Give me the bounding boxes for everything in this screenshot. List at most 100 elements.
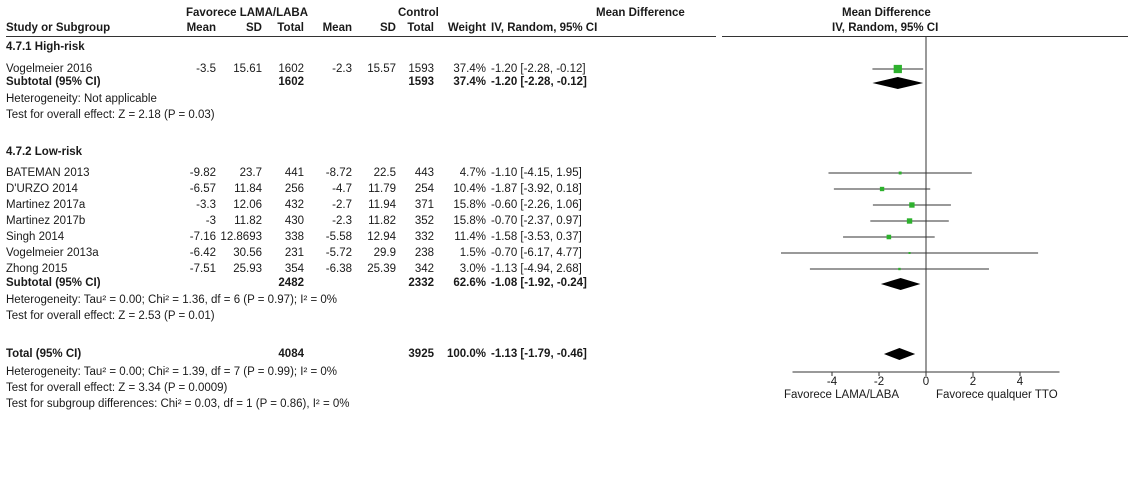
- cell-sd2: 29.9: [373, 247, 396, 259]
- subgroup-diff-text: Test for subgroup differences: Chi² = 0.…: [6, 398, 350, 410]
- x-tick-label: 0: [923, 376, 929, 388]
- subtotal-weight: 62.6%: [453, 277, 486, 289]
- cell-total2: 254: [414, 183, 434, 195]
- cell-weight: 3.0%: [459, 263, 486, 275]
- subtotal-weight: 37.4%: [453, 76, 486, 88]
- col-weight: Weight: [447, 22, 486, 34]
- cell-total2: 342: [414, 263, 434, 275]
- cell-mean2: -5.58: [325, 231, 352, 243]
- study-marker: [906, 218, 913, 224]
- study-marker: [898, 267, 901, 271]
- study-name: BATEMAN 2013: [6, 167, 90, 179]
- cell-mean1: -7.51: [189, 263, 216, 275]
- total-label: Total (95% CI): [6, 348, 82, 360]
- col-sd2: SD: [380, 22, 396, 34]
- cell-mean2: -2.3: [332, 63, 352, 75]
- study-name: Martinez 2017b: [6, 215, 86, 227]
- summary-diamond: [872, 77, 924, 89]
- cell-sd2: 11.94: [368, 199, 396, 211]
- header-rule-left: [6, 36, 716, 37]
- subtotal-label: Subtotal (95% CI): [6, 76, 101, 88]
- cell-sd2: 11.82: [368, 215, 396, 227]
- cell-sd1: 30.56: [233, 247, 262, 259]
- cell-mean1: -3.5: [196, 63, 216, 75]
- cell-weight: 37.4%: [453, 63, 486, 75]
- header-plot-method: IV, Random, 95% CI: [832, 22, 939, 34]
- cell-sd1: 25.93: [233, 263, 262, 275]
- axis-label-left: Favorece LAMA/LABA: [784, 389, 900, 401]
- cell-mean2: -5.72: [325, 247, 352, 259]
- cell-weight: 15.8%: [453, 199, 486, 211]
- cell-sd2: 25.39: [367, 263, 396, 275]
- overall-effect-text: Test for overall effect: Z = 2.53 (P = 0…: [6, 310, 215, 322]
- cell-sd1: 23.7: [239, 167, 262, 179]
- subtotal-total1: 2482: [278, 277, 304, 289]
- subtotal-total2: 2332: [408, 277, 434, 289]
- cell-mean1: -3.3: [196, 199, 216, 211]
- subgroup-title: 4.7.2 Low-risk: [6, 146, 83, 158]
- cell-mean2: -4.7: [332, 183, 352, 195]
- study-name: Vogelmeier 2013a: [6, 247, 99, 259]
- col-total2: Total: [407, 22, 434, 34]
- study-name: Martinez 2017a: [6, 199, 86, 211]
- total-heterogeneity-text: Heterogeneity: Tau² = 0.00; Chi² = 1.39,…: [6, 366, 338, 378]
- header-group-exp: Favorece LAMA/LABA: [186, 7, 309, 19]
- overall-effect-text: Test for overall effect: Z = 2.18 (P = 0…: [6, 109, 215, 121]
- summary-diamond: [880, 278, 921, 290]
- cell-total1: 1602: [278, 63, 304, 75]
- cell-total2: 443: [414, 167, 434, 179]
- cell-ci: -0.70 [-2.37, 0.97]: [491, 215, 582, 227]
- total-weight: 100.0%: [446, 348, 486, 360]
- cell-weight: 4.7%: [459, 167, 486, 179]
- study-name: Vogelmeier 2016: [6, 63, 93, 75]
- cell-total1: 441: [284, 167, 304, 179]
- cell-mean1: -7.16: [189, 231, 216, 243]
- cell-mean2: -8.72: [325, 167, 352, 179]
- col-mean2: Mean: [322, 22, 352, 34]
- cell-ci: -0.60 [-2.26, 1.06]: [491, 199, 582, 211]
- x-tick-label: 4: [1017, 376, 1024, 388]
- study-name: D'URZO 2014: [6, 183, 78, 195]
- cell-weight: 10.4%: [453, 183, 486, 195]
- cell-mean2: -2.7: [332, 199, 352, 211]
- subgroup-title: 4.7.1 High-risk: [6, 41, 85, 53]
- x-tick-label: -2: [874, 376, 884, 388]
- total-overall-effect-text: Test for overall effect: Z = 3.34 (P = 0…: [6, 382, 228, 394]
- cell-total1: 430: [284, 215, 304, 227]
- cell-sd1: 11.82: [234, 215, 262, 227]
- cell-total1: 338: [284, 231, 304, 243]
- cell-mean1: -9.82: [189, 167, 216, 179]
- study-marker: [886, 234, 892, 240]
- cell-mean1: -3: [205, 215, 216, 227]
- cell-mean2: -2.3: [332, 215, 352, 227]
- col-mean1: Mean: [186, 22, 216, 34]
- cell-sd1: 15.61: [233, 63, 262, 75]
- cell-total1: 432: [284, 199, 304, 211]
- cell-total2: 238: [414, 247, 434, 259]
- cell-sd2: 11.79: [368, 183, 396, 195]
- cell-sd1: 12.8693: [220, 231, 262, 243]
- cell-ci: -1.58 [-3.53, 0.37]: [491, 231, 582, 243]
- cell-total2: 352: [414, 215, 434, 227]
- total-total1: 4084: [278, 348, 304, 360]
- cell-total2: 332: [414, 231, 434, 243]
- cell-sd2: 12.94: [367, 231, 396, 243]
- study-marker: [898, 171, 902, 175]
- header-rule-right: [722, 36, 1128, 37]
- cell-ci: -1.20 [-2.28, -0.12]: [491, 63, 586, 75]
- cell-sd2: 22.5: [373, 167, 396, 179]
- total-ci: -1.13 [-1.79, -0.46]: [491, 348, 587, 360]
- cell-total2: 371: [414, 199, 434, 211]
- subtotal-label: Subtotal (95% CI): [6, 277, 101, 289]
- cell-ci: -1.13 [-4.94, 2.68]: [491, 263, 582, 275]
- heterogeneity-text: Heterogeneity: Tau² = 0.00; Chi² = 1.36,…: [6, 294, 338, 306]
- cell-total1: 354: [284, 263, 304, 275]
- study-marker: [879, 186, 885, 192]
- cell-mean1: -6.57: [189, 183, 216, 195]
- cell-mean1: -6.42: [189, 247, 216, 259]
- subtotal-ci: -1.20 [-2.28, -0.12]: [491, 76, 587, 88]
- cell-total1: 256: [284, 183, 304, 195]
- subtotal-total2: 1593: [408, 76, 434, 88]
- cell-total2: 1593: [408, 63, 434, 75]
